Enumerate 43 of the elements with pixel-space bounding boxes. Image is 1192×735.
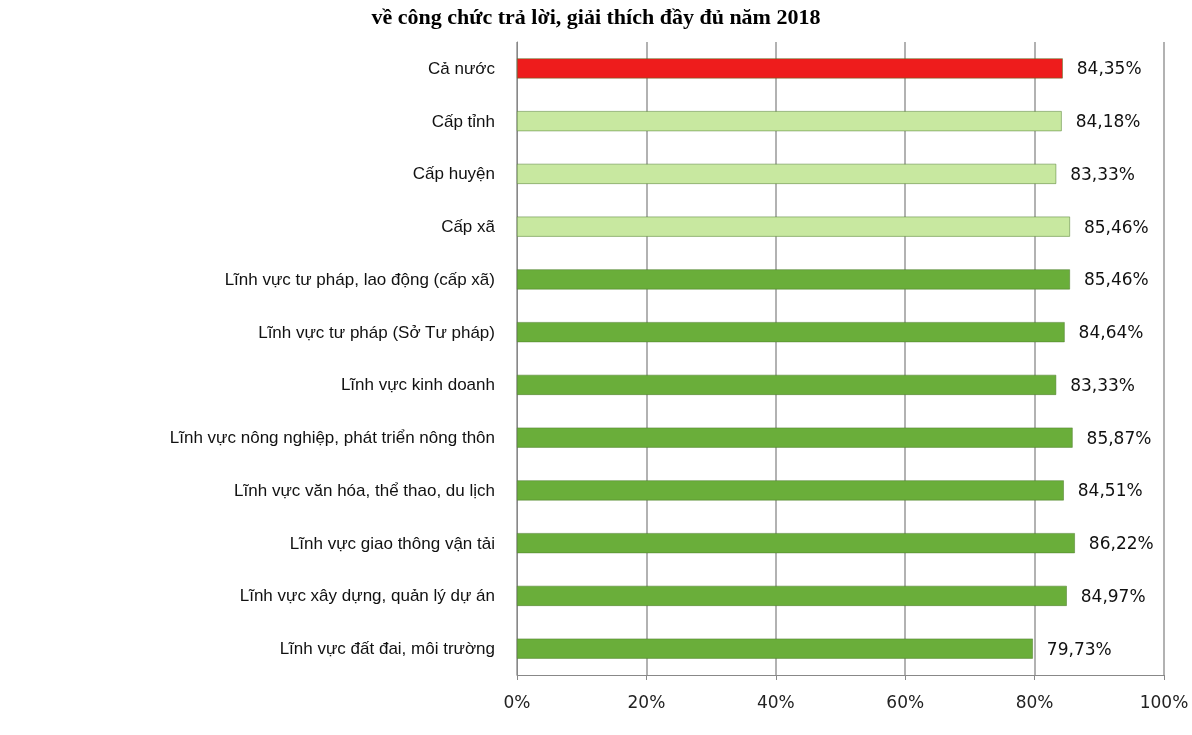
y-tick-label: Lĩnh vực văn hóa, thể thao, du lịch bbox=[234, 480, 495, 500]
data-label: 84,51% bbox=[1077, 480, 1143, 501]
chart-title: về công chức trả lời, giải thích đầy đủ năm 2018 bbox=[371, 3, 821, 29]
y-tick-label: Cấp tỉnh bbox=[431, 111, 495, 131]
bar bbox=[517, 216, 1070, 237]
x-tick-label: 0% bbox=[503, 691, 531, 712]
data-label: 84,97% bbox=[1080, 585, 1146, 606]
x-tick-label: 40% bbox=[756, 691, 795, 712]
data-label: 83,33% bbox=[1070, 374, 1135, 395]
y-tick-label: Cấp huyện bbox=[412, 164, 495, 184]
y-tick-label: Lĩnh vực kinh doanh bbox=[340, 375, 495, 395]
y-tick-label: Lĩnh vực tư pháp (Sở Tư pháp) bbox=[258, 322, 495, 342]
x-tick-label: 60% bbox=[886, 691, 925, 712]
x-tick-label: 20% bbox=[627, 691, 666, 712]
data-label: 84,35% bbox=[1076, 58, 1142, 79]
data-label: 85,46% bbox=[1083, 216, 1149, 237]
y-tick-label: Cấp xã bbox=[441, 217, 496, 237]
bar bbox=[517, 585, 1067, 606]
bar bbox=[517, 638, 1033, 659]
bar bbox=[517, 58, 1063, 79]
bar bbox=[517, 111, 1062, 132]
y-tick-label: Lĩnh vực tư pháp, lao động (cấp xã) bbox=[224, 269, 495, 289]
data-label: 84,18% bbox=[1075, 111, 1141, 132]
y-tick-label: Lĩnh vực xây dựng, quản lý dự án bbox=[239, 586, 495, 606]
bar bbox=[517, 269, 1070, 290]
data-label: 84,64% bbox=[1078, 322, 1144, 343]
data-label: 79,73% bbox=[1046, 638, 1112, 659]
x-tick-label: 100% bbox=[1139, 691, 1189, 712]
x-tick-label: 80% bbox=[1015, 691, 1054, 712]
data-label: 85,87% bbox=[1086, 427, 1152, 448]
bar bbox=[517, 163, 1057, 184]
y-tick-label: Lĩnh vực đất đai, môi trường bbox=[279, 639, 495, 659]
bar bbox=[517, 427, 1073, 448]
bar bbox=[517, 480, 1064, 501]
bar bbox=[517, 322, 1065, 343]
y-tick-label: Cả nước bbox=[428, 58, 496, 78]
bar bbox=[517, 533, 1075, 554]
data-label: 85,46% bbox=[1083, 269, 1149, 290]
bar bbox=[517, 374, 1057, 395]
y-tick-label: Lĩnh vực giao thông vận tải bbox=[289, 533, 495, 553]
data-label: 83,33% bbox=[1070, 163, 1135, 184]
data-label: 86,22% bbox=[1088, 533, 1154, 554]
y-tick-label: Lĩnh vực nông nghiệp, phát triển nông thôn bbox=[169, 428, 495, 448]
